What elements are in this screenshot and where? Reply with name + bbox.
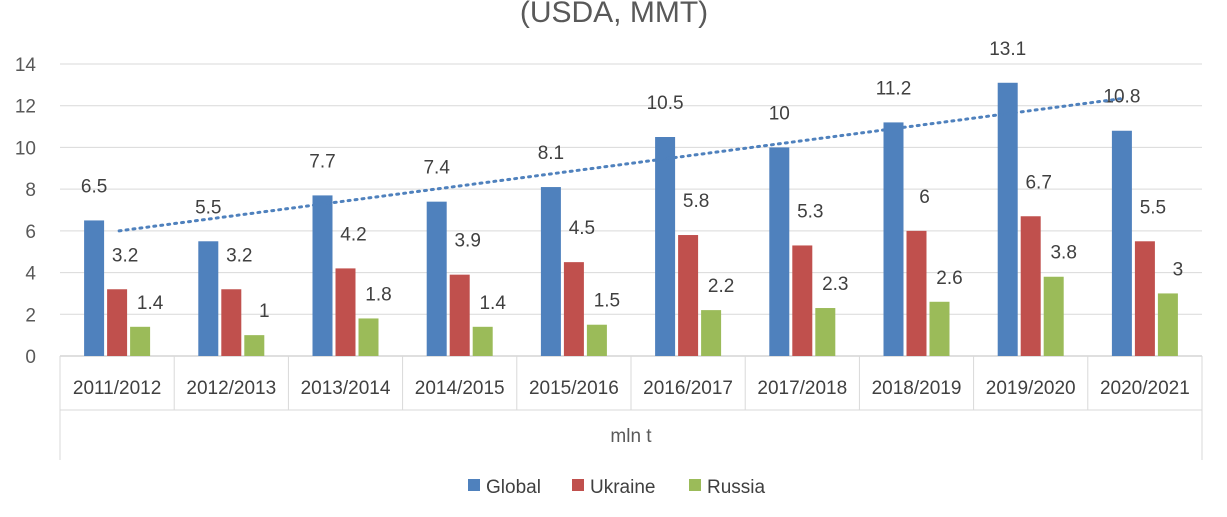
data-label-ukraine: 4.2 xyxy=(340,224,366,245)
data-label-ukraine: 3.9 xyxy=(454,231,480,252)
bar-ukraine xyxy=(449,274,470,356)
legend-label: Russia xyxy=(707,477,766,498)
data-label-russia: 1.4 xyxy=(137,293,164,314)
y-tick-label: 2 xyxy=(25,305,36,326)
data-label-russia: 3 xyxy=(1173,259,1184,280)
bar-global xyxy=(883,122,904,357)
legend-item-global: Global xyxy=(468,477,541,498)
bar-russia xyxy=(701,310,722,356)
data-label-global: 7.4 xyxy=(423,158,450,179)
data-label-ukraine: 4.5 xyxy=(569,218,595,239)
data-label-russia: 3.8 xyxy=(1050,243,1076,264)
bar-ukraine xyxy=(792,245,813,356)
data-label-global: 5.5 xyxy=(195,197,221,218)
legend: Global Ukraine Russia xyxy=(468,477,766,498)
data-label-russia: 2.6 xyxy=(936,268,962,289)
data-label-russia: 2.3 xyxy=(822,274,848,295)
data-label-global: 10.5 xyxy=(647,93,684,114)
data-label-ukraine: 6 xyxy=(919,187,930,208)
x-tick-label: 2016/2017 xyxy=(643,378,733,399)
x-tick-label: 2012/2013 xyxy=(186,378,276,399)
y-tick-label: 8 xyxy=(25,180,36,201)
legend-item-russia: Russia xyxy=(689,477,766,498)
data-label-ukraine: 5.8 xyxy=(683,191,709,212)
data-label-global: 10.8 xyxy=(1103,87,1140,108)
bar-ukraine xyxy=(1020,216,1041,356)
y-tick-label: 12 xyxy=(15,97,36,118)
y-tick-label: 14 xyxy=(15,55,37,76)
bar-global xyxy=(84,220,105,356)
bar-ukraine xyxy=(1134,241,1155,356)
bars xyxy=(84,82,1178,357)
legend-item-ukraine: Ukraine xyxy=(572,477,655,498)
bar-global xyxy=(655,137,676,356)
legend-label: Ukraine xyxy=(590,477,655,498)
bar-ukraine xyxy=(906,230,927,356)
bar-global xyxy=(997,82,1018,357)
bar-ukraine xyxy=(678,235,699,356)
bar-russia xyxy=(1157,293,1178,356)
bar-global xyxy=(1111,130,1132,356)
data-label-ukraine: 3.2 xyxy=(112,245,138,266)
x-tick-label: 2011/2012 xyxy=(73,378,161,399)
bar-global xyxy=(198,241,219,356)
data-label-russia: 1.5 xyxy=(594,291,620,312)
bar-russia xyxy=(130,326,151,356)
bar-global xyxy=(769,147,790,356)
x-tick-label: 2015/2016 xyxy=(529,378,619,399)
bar-global xyxy=(540,187,561,356)
legend-swatch xyxy=(689,479,701,491)
data-label-russia: 1.4 xyxy=(479,293,506,314)
bar-russia xyxy=(815,308,836,356)
x-tick-label: 2014/2015 xyxy=(415,378,505,399)
bar-ukraine xyxy=(107,289,128,356)
bar-global xyxy=(426,201,447,356)
data-label-ukraine: 5.5 xyxy=(1140,197,1166,218)
y-tick-label: 0 xyxy=(25,347,36,368)
x-tick-label: 2017/2018 xyxy=(757,378,847,399)
bar-ukraine xyxy=(335,268,356,356)
data-labels: 6.5 5.5 7.7 7.4 8.1 10.5 10 11.2 13.1 10.8 3.2 3.2 4… xyxy=(81,39,1183,322)
legend-swatch xyxy=(468,479,480,491)
data-label-ukraine: 6.7 xyxy=(1025,172,1051,193)
bar-russia xyxy=(1043,276,1064,356)
legend-swatch xyxy=(572,479,584,491)
y-axis-ticks: 0 2 4 6 8 10 12 14 xyxy=(15,55,37,368)
data-label-russia: 1.8 xyxy=(365,284,391,305)
chart-title: (USDA, MMT) xyxy=(520,0,708,29)
bar-russia xyxy=(929,301,950,356)
gridlines xyxy=(60,63,1202,357)
trendline xyxy=(117,97,1124,233)
y-tick-label: 4 xyxy=(25,264,36,285)
y-tick-label: 6 xyxy=(25,222,36,243)
data-label-global: 13.1 xyxy=(989,39,1026,60)
data-label-global: 8.1 xyxy=(538,143,564,164)
bar-russia xyxy=(586,324,607,356)
x-axis-title: mln t xyxy=(610,426,652,447)
x-tick-label: 2013/2014 xyxy=(301,378,391,399)
data-label-global: 6.5 xyxy=(81,176,107,197)
bar-russia xyxy=(244,335,265,356)
data-label-global: 10 xyxy=(769,103,790,124)
data-label-russia: 1 xyxy=(259,301,270,322)
bar-ukraine xyxy=(563,262,584,356)
legend-label: Global xyxy=(486,477,541,498)
data-label-global: 7.7 xyxy=(309,151,335,172)
x-tick-label: 2020/2021 xyxy=(1100,378,1190,399)
bar-russia xyxy=(358,318,379,356)
x-tick-label: 2019/2020 xyxy=(986,378,1076,399)
data-label-global: 11.2 xyxy=(876,78,912,99)
data-label-russia: 2.2 xyxy=(708,276,734,297)
x-axis: 2011/2012 2012/2013 2013/2014 2014/2015 2015… xyxy=(59,356,1203,460)
bar-ukraine xyxy=(221,289,242,356)
data-label-ukraine: 3.2 xyxy=(226,245,252,266)
bar-russia xyxy=(472,326,493,356)
bar-global xyxy=(312,195,333,356)
x-tick-label: 2018/2019 xyxy=(872,378,962,399)
data-label-ukraine: 5.3 xyxy=(797,201,823,222)
trendline-global xyxy=(117,97,1124,233)
y-tick-label: 10 xyxy=(15,138,36,159)
